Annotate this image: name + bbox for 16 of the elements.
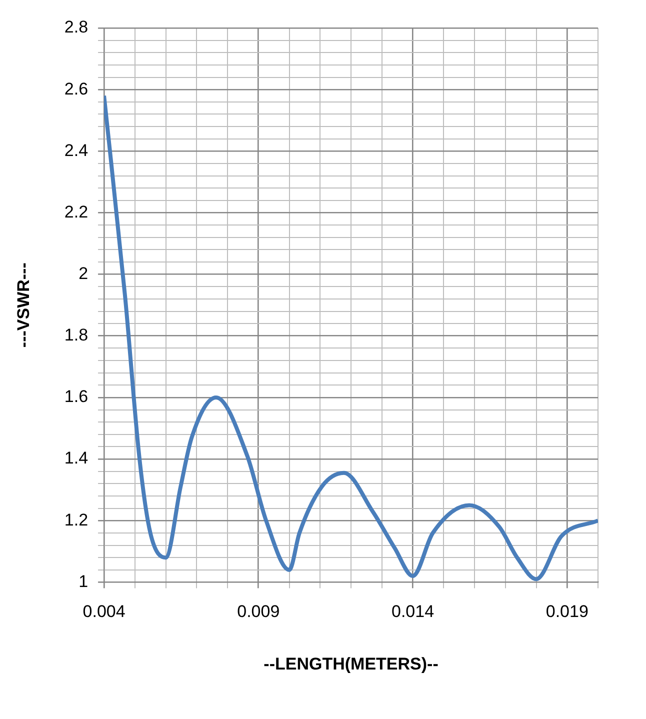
x-axis-title: --LENGTH(METERS)-- — [264, 654, 438, 674]
x-tick-label: 0.019 — [546, 602, 588, 622]
y-tick-label: 1.6 — [64, 387, 88, 406]
x-tick-label: 0.009 — [237, 602, 280, 622]
y-tick-label: 2.2 — [64, 202, 88, 222]
y-tick-label: 1 — [78, 572, 88, 591]
y-tick-label: 1.8 — [64, 326, 88, 345]
y-tick-label: 2 — [78, 264, 88, 283]
y-tick-label: 2.8 — [64, 18, 88, 37]
y-tick-label: 2.6 — [64, 79, 88, 98]
y-axis-title: ---VSWR--- — [14, 262, 33, 348]
y-tick-label: 1.4 — [64, 448, 88, 468]
x-tick-label: 0.004 — [82, 602, 126, 622]
x-tick-label: 0.014 — [391, 602, 434, 622]
y-tick-label: 1.2 — [64, 510, 88, 530]
y-tick-label: 2.4 — [64, 140, 88, 160]
